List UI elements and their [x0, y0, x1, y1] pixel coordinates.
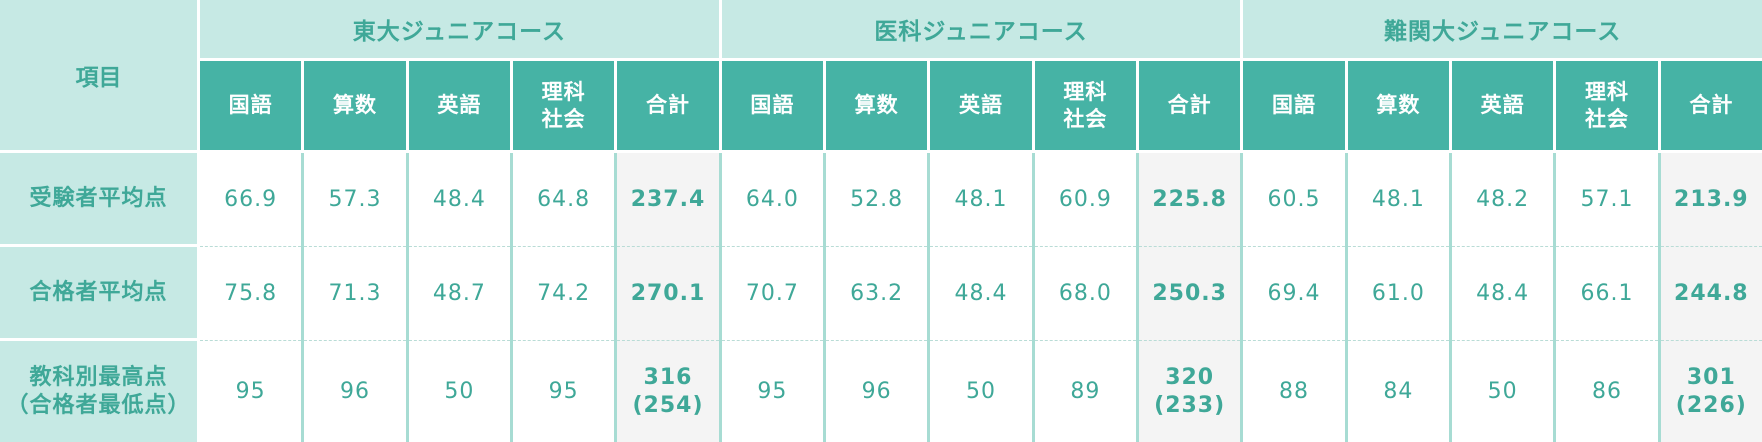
row-label: 教科別最高点 （合格者最低点） — [0, 341, 197, 442]
subject-header: 英語 — [408, 61, 510, 153]
subject-header: 理科 社会 — [1034, 61, 1136, 153]
score-cell: 71.3 — [304, 247, 406, 341]
course-group-header: 難関大ジュニアコース — [1243, 0, 1762, 61]
score-cell: 57.1 — [1556, 153, 1658, 247]
total-score-cell: 250.3 — [1139, 247, 1241, 341]
row-label: 受験者平均点 — [0, 153, 197, 247]
score-cell: 66.1 — [1556, 247, 1658, 341]
score-cell: 95 — [513, 341, 615, 442]
corner-header: 項目 — [0, 0, 197, 153]
subject-header: 国語 — [1243, 61, 1345, 153]
score-cell: 60.9 — [1034, 153, 1136, 247]
subject-header: 国語 — [200, 61, 302, 153]
total-score-cell: 244.8 — [1660, 247, 1762, 341]
subject-header: 国語 — [721, 61, 823, 153]
subject-header-total: 合計 — [1139, 61, 1241, 153]
subject-header: 理科 社会 — [1556, 61, 1658, 153]
subject-header: 算数 — [1347, 61, 1449, 153]
course-group-header: 東大ジュニアコース — [200, 0, 719, 61]
score-cell: 50 — [930, 341, 1032, 442]
total-score-cell: 225.8 — [1139, 153, 1241, 247]
score-cell: 52.8 — [826, 153, 928, 247]
total-score-cell: 213.9 — [1660, 153, 1762, 247]
score-cell: 74.2 — [513, 247, 615, 341]
subject-header-total: 合計 — [1660, 61, 1762, 153]
score-cell: 48.1 — [1347, 153, 1449, 247]
score-cell: 48.4 — [930, 247, 1032, 341]
score-cell: 95 — [200, 341, 302, 442]
score-cell: 50 — [408, 341, 510, 442]
total-score-cell: 270.1 — [617, 247, 719, 341]
score-cell: 48.2 — [1452, 153, 1554, 247]
subject-header: 英語 — [1452, 61, 1554, 153]
total-score-cell: 237.4 — [617, 153, 719, 247]
score-cell: 61.0 — [1347, 247, 1449, 341]
subject-header: 理科 社会 — [513, 61, 615, 153]
score-cell: 50 — [1452, 341, 1554, 442]
score-cell: 69.4 — [1243, 247, 1345, 341]
subject-header-total: 合計 — [617, 61, 719, 153]
subject-header: 英語 — [930, 61, 1032, 153]
score-cell: 48.4 — [408, 153, 510, 247]
subject-header: 算数 — [826, 61, 928, 153]
score-cell: 84 — [1347, 341, 1449, 442]
score-cell: 48.7 — [408, 247, 510, 341]
course-group-header: 医科ジュニアコース — [721, 0, 1241, 61]
score-cell: 66.9 — [200, 153, 302, 247]
score-cell: 75.8 — [200, 247, 302, 341]
score-cell: 57.3 — [304, 153, 406, 247]
score-cell: 89 — [1034, 341, 1136, 442]
score-cell: 48.4 — [1452, 247, 1554, 341]
score-cell: 88 — [1243, 341, 1345, 442]
score-cell: 63.2 — [826, 247, 928, 341]
score-cell: 64.0 — [721, 153, 823, 247]
score-cell: 48.1 — [930, 153, 1032, 247]
score-cell: 60.5 — [1243, 153, 1345, 247]
score-cell: 64.8 — [513, 153, 615, 247]
total-score-cell: 316 (254) — [617, 341, 719, 442]
row-label: 合格者平均点 — [0, 247, 197, 341]
score-cell: 70.7 — [721, 247, 823, 341]
score-cell: 86 — [1556, 341, 1658, 442]
score-cell: 95 — [721, 341, 823, 442]
total-score-cell: 320 (233) — [1139, 341, 1241, 442]
subject-header: 算数 — [304, 61, 406, 153]
score-cell: 68.0 — [1034, 247, 1136, 341]
score-cell: 96 — [304, 341, 406, 442]
score-cell: 96 — [826, 341, 928, 442]
total-score-cell: 301 (226) — [1660, 341, 1762, 442]
